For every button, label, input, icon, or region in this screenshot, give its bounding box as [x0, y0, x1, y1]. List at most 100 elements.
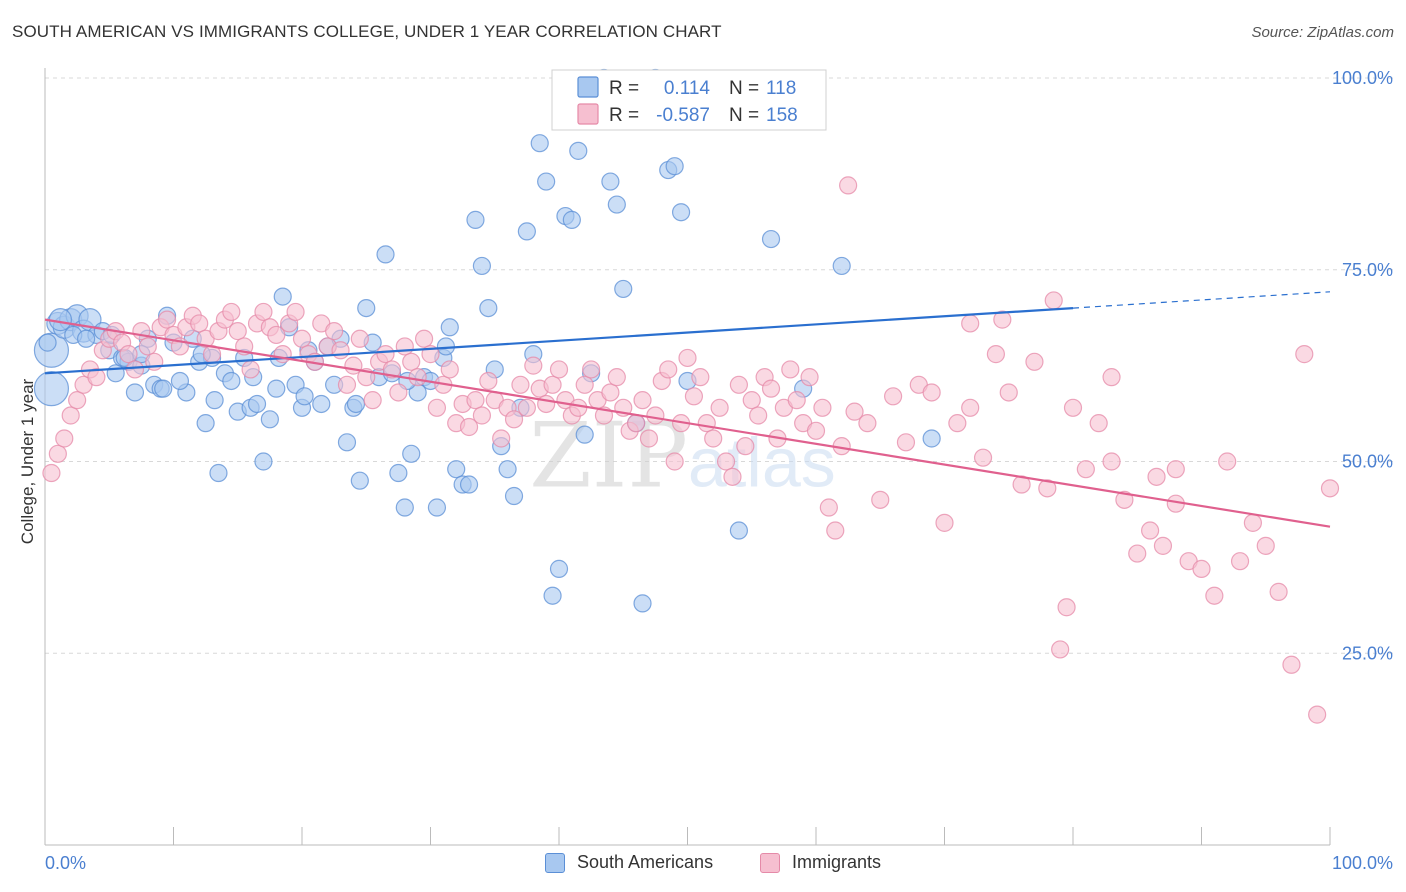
point-immigrants — [331, 341, 350, 360]
point-south-americans — [427, 498, 447, 517]
x-tick-label: 0.0% — [45, 853, 86, 873]
point-immigrants — [1256, 536, 1275, 555]
point-immigrants — [254, 302, 273, 322]
point-south-americans — [665, 157, 684, 176]
y-axis-label: College, Under 1 year — [18, 378, 37, 544]
point-south-americans — [498, 460, 517, 479]
point-immigrants — [1102, 452, 1121, 471]
point-south-americans — [125, 383, 145, 402]
point-south-americans — [614, 279, 633, 299]
y-tick-label: 75.0% — [1342, 260, 1393, 280]
point-south-americans — [562, 210, 581, 229]
legend-n-value: 158 — [766, 105, 798, 126]
point-immigrants — [935, 513, 954, 532]
point-immigrants — [787, 391, 806, 410]
point-south-americans — [389, 463, 408, 483]
point-immigrants — [1320, 479, 1340, 498]
point-immigrants — [761, 379, 781, 398]
point-immigrants — [973, 448, 993, 467]
point-south-americans — [402, 444, 421, 463]
legend-item-south-americans[interactable]: South Americans — [545, 852, 713, 873]
point-immigrants — [948, 414, 967, 433]
legend-n-label: N = — [729, 105, 759, 126]
point-south-americans — [440, 318, 459, 337]
point-south-americans — [273, 287, 292, 306]
point-immigrants — [704, 429, 723, 448]
point-immigrants — [742, 391, 761, 410]
source-label: Source: ZipAtlas.com — [1251, 24, 1394, 41]
point-immigrants — [1205, 586, 1224, 605]
point-south-americans — [260, 410, 279, 429]
point-immigrants — [1147, 467, 1166, 486]
point-immigrants — [986, 345, 1006, 364]
point-immigrants — [190, 314, 209, 333]
point-immigrants — [601, 383, 620, 402]
point-south-americans — [517, 222, 536, 241]
point-immigrants — [871, 490, 890, 509]
point-immigrants — [466, 391, 485, 410]
point-south-americans — [607, 195, 626, 214]
x-tick-label: 100.0% — [1332, 853, 1393, 873]
point-immigrants — [1044, 291, 1063, 310]
point-immigrants — [1076, 460, 1095, 479]
point-immigrants — [543, 375, 562, 394]
point-immigrants — [1295, 345, 1314, 364]
chart-title: SOUTH AMERICAN VS IMMIGRANTS COLLEGE, UN… — [12, 22, 722, 41]
point-south-americans — [170, 371, 190, 391]
legend-swatch — [577, 76, 599, 98]
point-south-americans — [77, 329, 96, 348]
point-immigrants — [1269, 582, 1288, 601]
legend-item-immigrants[interactable]: Immigrants — [760, 852, 881, 873]
point-immigrants — [1057, 598, 1076, 617]
point-south-americans — [466, 210, 485, 229]
trend-line-extension — [1072, 291, 1331, 309]
y-tick-label: 25.0% — [1342, 643, 1393, 663]
point-immigrants — [993, 310, 1012, 329]
legend-label-immigrants: Immigrants — [792, 852, 882, 872]
point-immigrants — [999, 383, 1018, 402]
point-immigrants — [395, 337, 414, 356]
point-immigrants — [646, 406, 665, 425]
point-immigrants — [402, 352, 421, 371]
y-tick-label: 50.0% — [1342, 452, 1393, 472]
point-immigrants — [1063, 398, 1083, 417]
bottom-legend: South Americans Immigrants — [0, 852, 1406, 878]
legend-swatch-blue — [545, 852, 565, 873]
point-immigrants — [1230, 552, 1250, 571]
point-south-americans — [549, 559, 569, 578]
point-south-americans — [671, 203, 691, 222]
point-immigrants — [626, 414, 646, 433]
point-immigrants — [363, 391, 382, 410]
point-south-americans — [633, 594, 652, 613]
point-immigrants — [826, 521, 845, 540]
point-immigrants — [582, 360, 601, 379]
point-immigrants — [549, 360, 569, 379]
point-immigrants — [839, 176, 858, 195]
point-south-americans — [48, 308, 73, 332]
point-immigrants — [125, 360, 145, 379]
point-immigrants — [697, 414, 716, 433]
point-south-americans — [395, 498, 414, 517]
point-immigrants — [427, 398, 447, 417]
point-immigrants — [517, 398, 536, 417]
point-immigrants — [472, 406, 491, 425]
point-south-americans — [38, 333, 57, 352]
legend-r-label: R = — [609, 78, 639, 99]
point-south-americans — [350, 471, 369, 490]
point-south-americans — [447, 460, 466, 479]
point-immigrants — [273, 345, 292, 364]
point-immigrants — [459, 417, 479, 437]
point-south-americans — [761, 229, 781, 249]
point-south-americans — [154, 379, 173, 398]
point-immigrants — [575, 375, 594, 394]
point-immigrants — [678, 348, 697, 368]
point-immigrants — [691, 368, 710, 387]
point-south-americans — [729, 521, 749, 540]
point-immigrants — [292, 329, 312, 348]
point-south-americans — [575, 425, 594, 444]
point-immigrants — [492, 429, 511, 448]
point-immigrants — [382, 360, 402, 379]
point-immigrants — [1102, 368, 1121, 387]
point-immigrants — [537, 394, 556, 414]
